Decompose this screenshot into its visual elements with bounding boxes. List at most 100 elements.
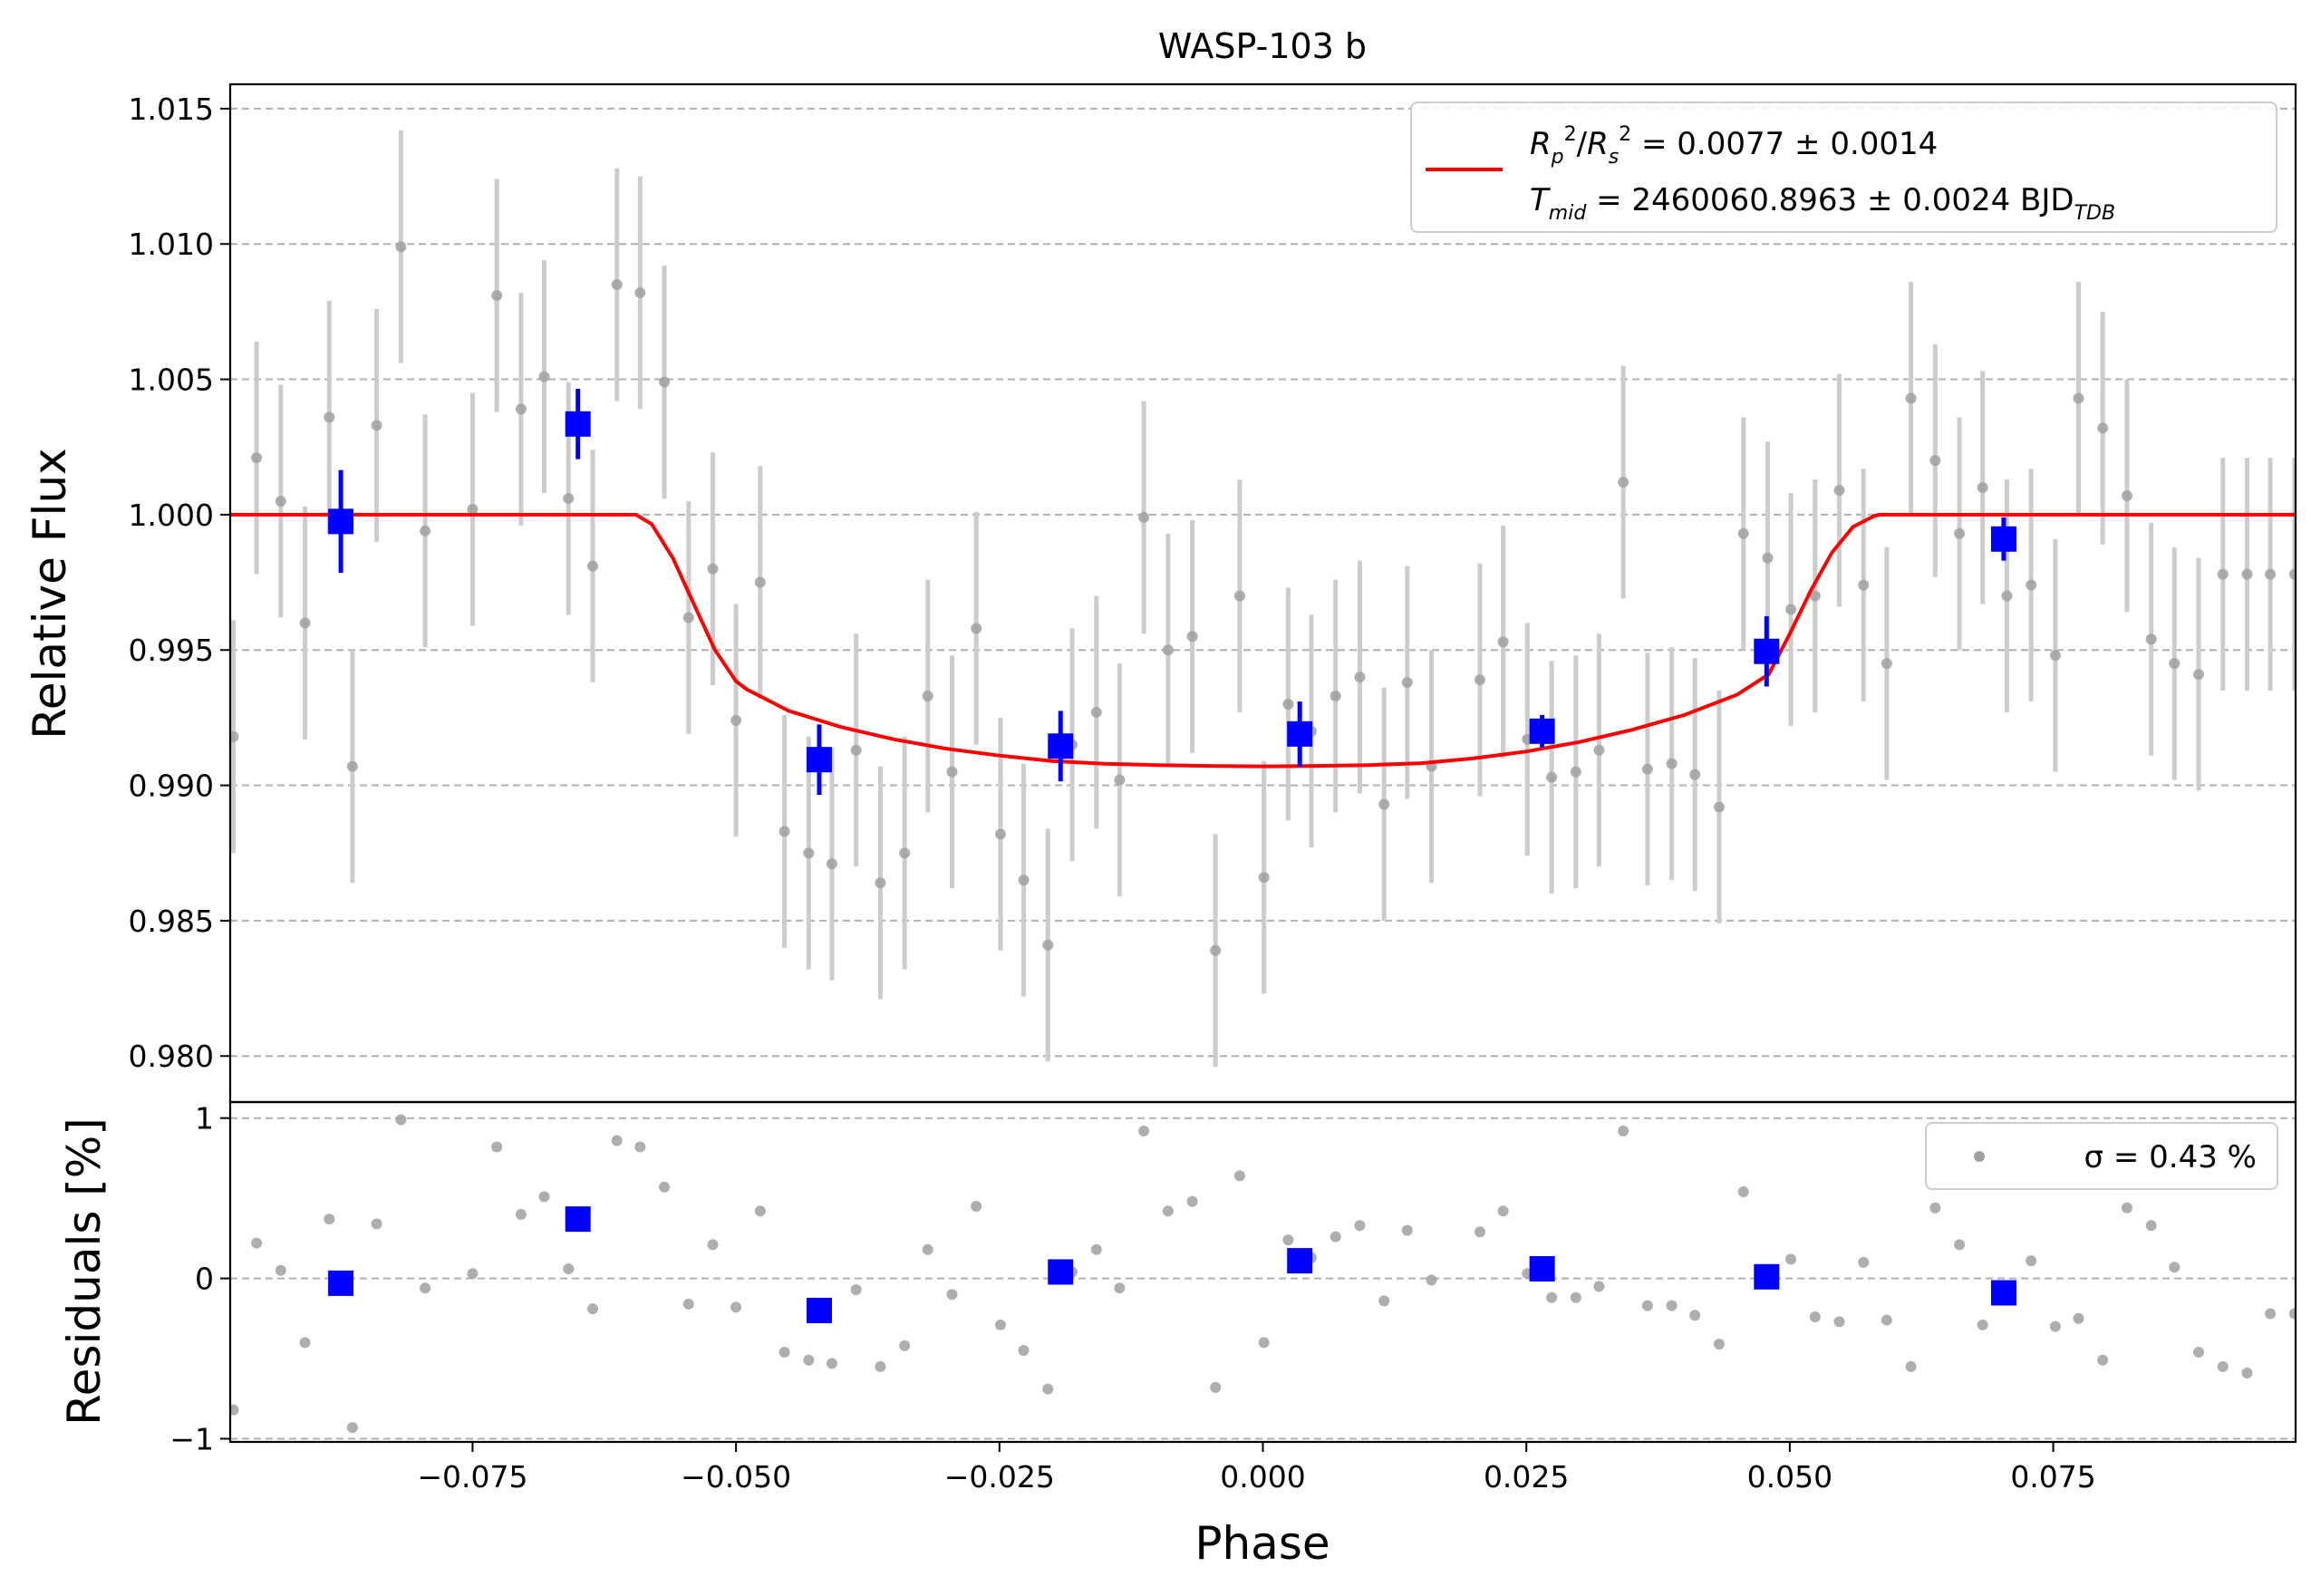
raw-point bbox=[299, 617, 311, 629]
residual-raw-point bbox=[1378, 1295, 1390, 1307]
residual-raw-point bbox=[299, 1337, 311, 1349]
phase-x-tick-label: −0.050 bbox=[681, 1459, 791, 1494]
phase-x-tick-label: 0.075 bbox=[2010, 1459, 2095, 1494]
residual-raw-point bbox=[2145, 1220, 2157, 1232]
residual-raw-point bbox=[754, 1205, 766, 1217]
raw-point bbox=[1713, 801, 1725, 813]
flux-y-axis-label: Relative Flux bbox=[24, 448, 76, 739]
raw-point bbox=[1593, 744, 1605, 756]
flux-y-tick-label: 1.015 bbox=[129, 92, 214, 127]
residual-raw-point bbox=[251, 1237, 263, 1249]
residual-binned-point bbox=[1287, 1248, 1313, 1274]
residuals-y-tick-label: −1 bbox=[169, 1421, 214, 1456]
flux-y-tick-label: 0.985 bbox=[129, 904, 214, 939]
raw-point bbox=[1905, 392, 1917, 404]
raw-point bbox=[1330, 690, 1341, 701]
raw-point bbox=[2169, 658, 2180, 670]
residual-raw-point bbox=[1809, 1311, 1821, 1323]
residual-raw-point bbox=[395, 1114, 407, 1126]
raw-point bbox=[707, 563, 719, 575]
raw-point bbox=[1858, 579, 1870, 591]
residual-binned-point bbox=[565, 1206, 591, 1233]
raw-point bbox=[2097, 422, 2109, 434]
binned-point bbox=[1529, 718, 1555, 744]
raw-point bbox=[2193, 669, 2205, 681]
residual-raw-point bbox=[946, 1289, 958, 1301]
residual-raw-point bbox=[2241, 1367, 2253, 1378]
residuals-y-axis-label: Residuals [%] bbox=[58, 1117, 111, 1426]
raw-point bbox=[1689, 769, 1701, 780]
raw-point bbox=[275, 495, 286, 507]
raw-point bbox=[1641, 763, 1653, 775]
raw-point bbox=[1090, 706, 1102, 718]
raw-point bbox=[1666, 758, 1678, 769]
binned-points bbox=[328, 389, 2016, 796]
residual-raw-point bbox=[1475, 1226, 1486, 1238]
raw-point bbox=[1954, 527, 1966, 539]
residual-raw-point bbox=[1186, 1195, 1198, 1207]
residual-raw-point bbox=[1641, 1300, 1653, 1311]
residual-raw-point bbox=[2026, 1255, 2037, 1267]
residual-raw-point bbox=[2049, 1320, 2061, 1332]
raw-point bbox=[826, 858, 837, 870]
residual-raw-point bbox=[1833, 1316, 1845, 1328]
flux-y-tick-label: 0.980 bbox=[129, 1039, 214, 1074]
phase-x-tick-label: 0.025 bbox=[1484, 1459, 1569, 1494]
flux-y-tick-label: 0.990 bbox=[129, 769, 214, 804]
raw-point bbox=[1282, 698, 1294, 710]
residual-raw-point bbox=[1018, 1345, 1030, 1357]
raw-point bbox=[1737, 527, 1749, 539]
raw-point bbox=[778, 826, 790, 837]
raw-point bbox=[1138, 511, 1150, 523]
binned-point bbox=[565, 411, 591, 437]
raw-point bbox=[420, 525, 431, 537]
residual-raw-point bbox=[1858, 1256, 1870, 1268]
residual-raw-point bbox=[1929, 1202, 1941, 1214]
residual-raw-point bbox=[467, 1268, 479, 1280]
raw-point bbox=[1378, 798, 1390, 810]
phase-x-ticks: −0.075 −0.050 −0.025 0.000 0.025 0.050 0.075 bbox=[417, 1442, 2096, 1494]
legend-depth-text: Rp2/Rs2 = 0.0077 ± 0.0014 bbox=[1530, 123, 1938, 169]
raw-point bbox=[2145, 634, 2157, 645]
residuals-y-ticks: −1 0 1 bbox=[169, 1101, 230, 1456]
residual-raw-point bbox=[586, 1303, 598, 1315]
phase-x-axis-label: Phase bbox=[1194, 1517, 1330, 1570]
residual-binned-point bbox=[1990, 1280, 2016, 1306]
raw-point bbox=[2241, 568, 2253, 580]
residual-raw-point bbox=[1138, 1125, 1150, 1137]
flux-plot-area bbox=[230, 130, 2296, 1068]
raw-point bbox=[2265, 568, 2277, 580]
residuals-legend: σ = 0.43 % bbox=[1925, 1122, 2278, 1190]
raw-point bbox=[1497, 636, 1509, 648]
residuals-panel: −1 0 1 −0.075 −0.050 −0.025 0.000 0.025 0.050 0.… bbox=[58, 1101, 2297, 1570]
residuals-y-tick-label: 1 bbox=[195, 1101, 214, 1137]
raw-point bbox=[2121, 489, 2132, 501]
raw-point bbox=[563, 492, 575, 504]
flux-y-tick-label: 0.995 bbox=[129, 633, 214, 668]
raw-point bbox=[1162, 644, 1174, 656]
raw-point bbox=[971, 623, 982, 634]
residual-raw-point bbox=[1426, 1274, 1437, 1286]
binned-point bbox=[1990, 526, 2016, 552]
residual-raw-point bbox=[1546, 1291, 1558, 1303]
residual-raw-point bbox=[346, 1422, 358, 1434]
raw-point bbox=[922, 690, 933, 701]
raw-point bbox=[659, 376, 671, 388]
residual-raw-point bbox=[2169, 1262, 2180, 1273]
chart-title: WASP-103 b bbox=[1158, 26, 1367, 66]
residual-raw-point bbox=[371, 1218, 382, 1230]
residual-raw-point bbox=[1570, 1291, 1581, 1303]
residual-raw-point bbox=[1737, 1186, 1749, 1198]
raw-point bbox=[682, 612, 694, 624]
residual-binned-point bbox=[328, 1270, 354, 1296]
residual-raw-point bbox=[1954, 1239, 1966, 1251]
residual-raw-point bbox=[2265, 1308, 2277, 1320]
residual-raw-point bbox=[1593, 1281, 1605, 1292]
residual-raw-point bbox=[515, 1208, 527, 1220]
residual-raw-point bbox=[275, 1264, 286, 1276]
residual-raw-point bbox=[1354, 1220, 1366, 1232]
raw-point bbox=[1258, 872, 1270, 884]
raw-point bbox=[1618, 477, 1629, 488]
